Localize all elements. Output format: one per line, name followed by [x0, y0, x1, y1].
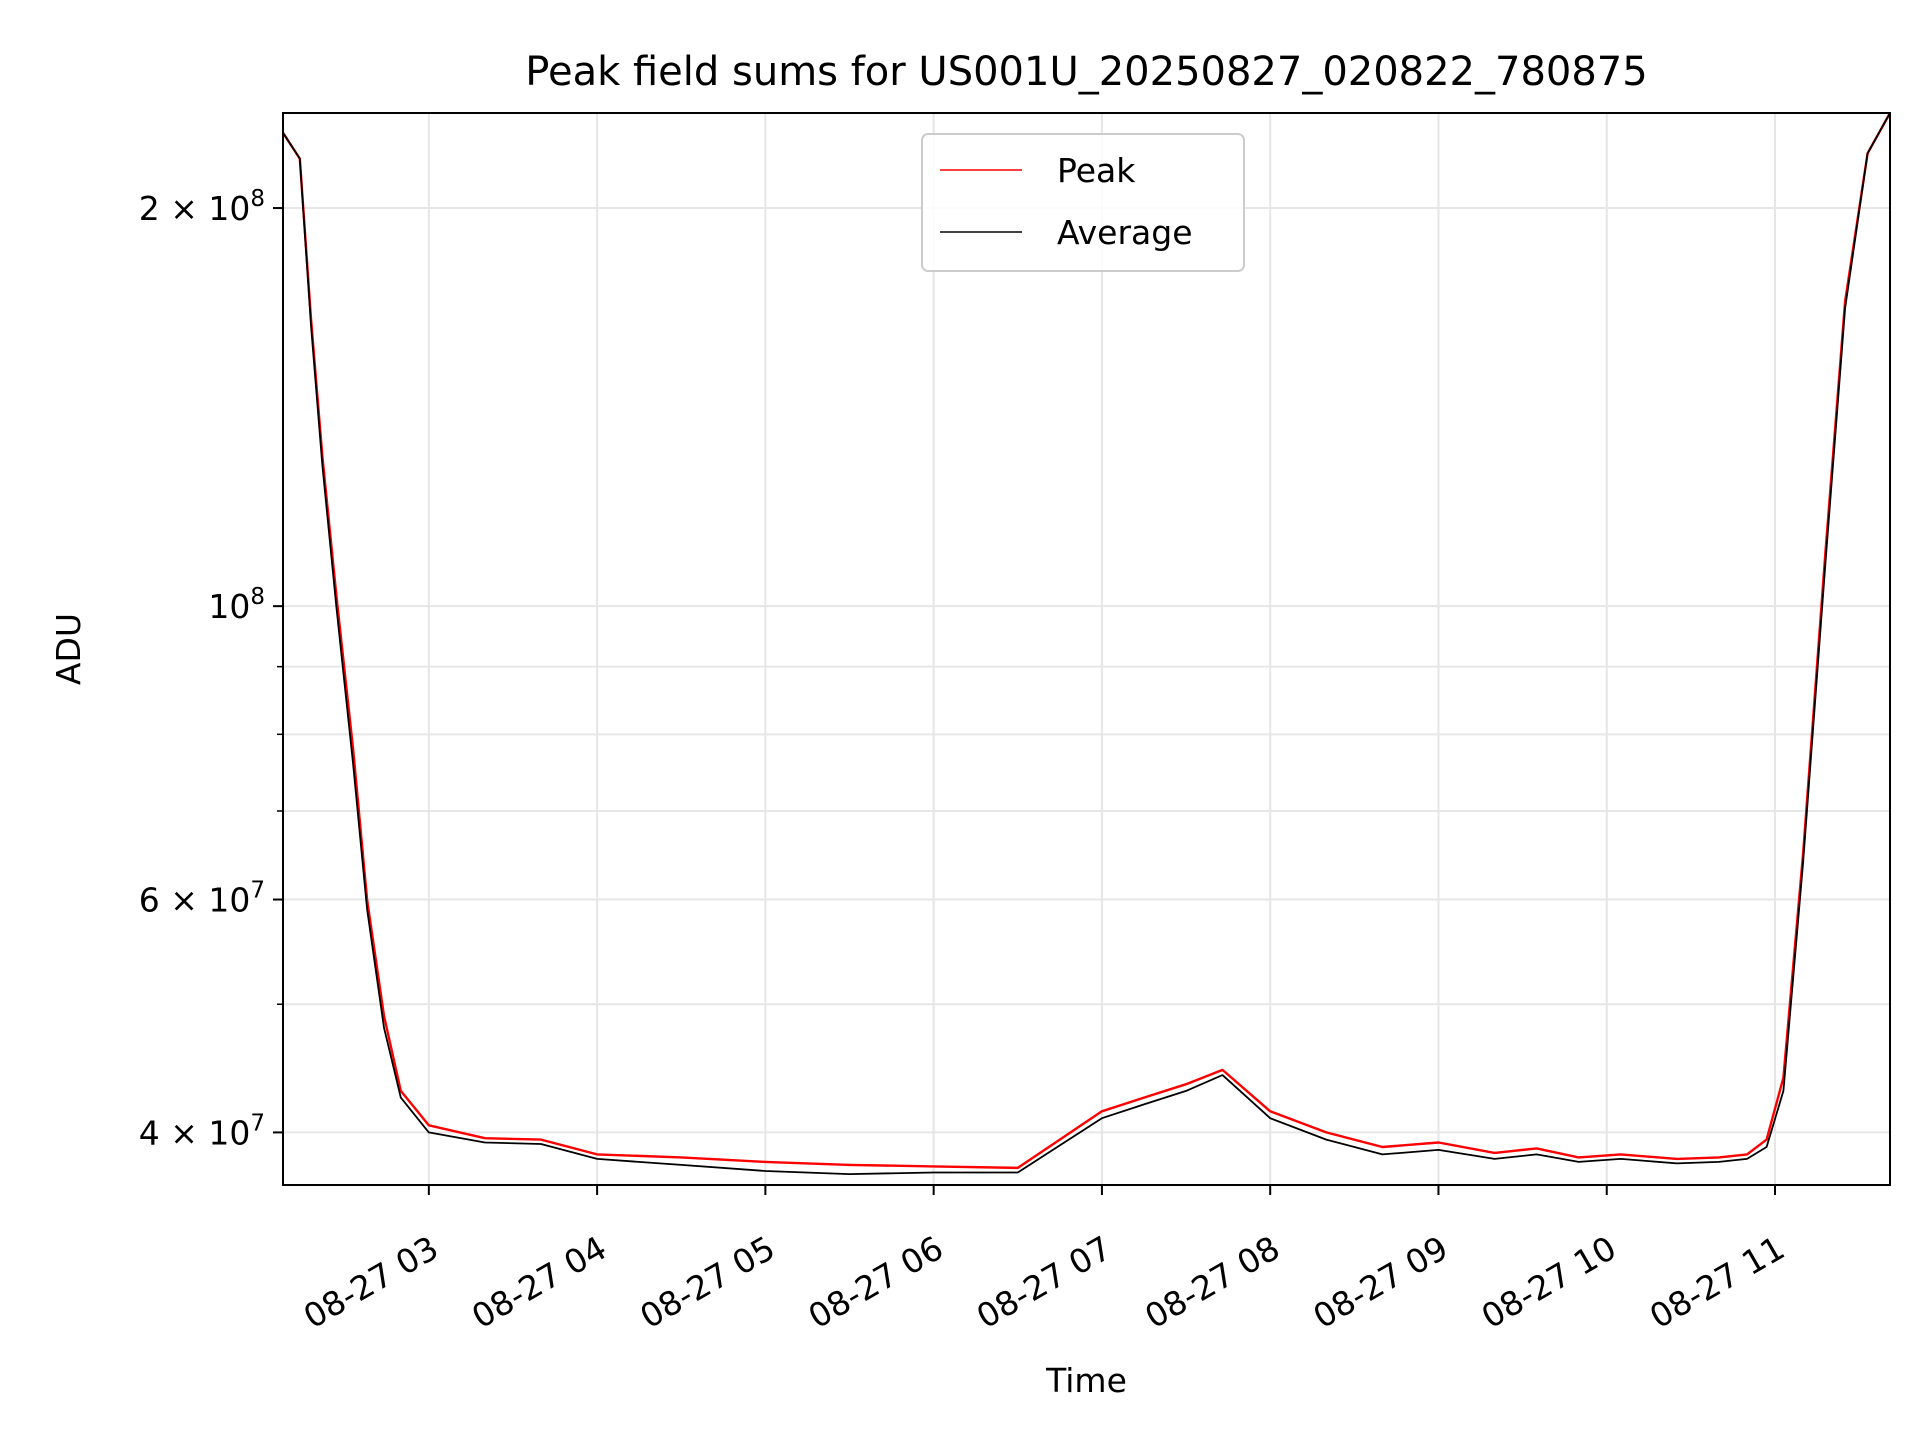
chart-title: Peak field sums for US001U_20250827_0208…	[525, 49, 1647, 95]
x-tick-label: 08-27 07	[970, 1228, 1118, 1336]
x-tick-label: 08-27 04	[465, 1228, 613, 1336]
plot-frame	[282, 112, 1891, 1186]
legend-label-peak: Peak	[1057, 151, 1136, 190]
series-line-peak	[281, 112, 1892, 1170]
y-tick-label: 108	[208, 584, 265, 626]
series-lines	[281, 112, 1892, 1175]
x-tick-label: 08-27 05	[633, 1228, 781, 1336]
x-tick-label: 08-27 11	[1643, 1228, 1791, 1336]
x-axis-label: Time	[1045, 1361, 1127, 1400]
x-tick-label: 08-27 10	[1475, 1228, 1623, 1336]
y-axis-label: ADU	[49, 613, 88, 685]
y-tick-label: 2 × 108	[139, 186, 265, 228]
legend-label-average: Average	[1057, 213, 1193, 252]
ticks: 08-27 03 08-27 04 08-27 05 08-27 06 08-27 07…	[139, 186, 1791, 1336]
legend-box	[921, 133, 1245, 272]
grid	[283, 113, 1890, 1185]
x-tick-label: 08-27 06	[802, 1228, 950, 1336]
x-tick-label: 08-27 08	[1138, 1228, 1286, 1336]
legend: Peak Average	[921, 133, 1245, 272]
x-tick-label: 08-27 03	[297, 1228, 445, 1336]
series-line-average	[282, 112, 1891, 1175]
y-tick-label: 6 × 107	[139, 878, 265, 920]
y-tick-label: 4 × 107	[139, 1110, 265, 1152]
x-tick-label: 08-27 09	[1306, 1228, 1454, 1336]
